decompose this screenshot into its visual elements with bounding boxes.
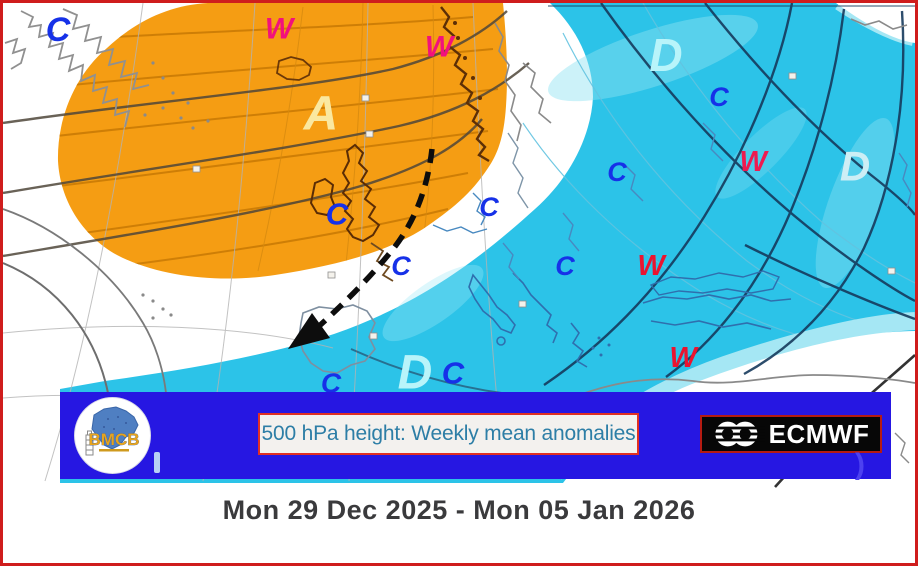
bmcb-logo: BMCB bbox=[74, 397, 151, 474]
anomaly-label-W: W bbox=[425, 31, 456, 64]
anomaly-label-A: A bbox=[303, 88, 339, 141]
coastlines bbox=[4, 6, 915, 464]
map-title-box: 500 hPa height: Weekly mean anomalies bbox=[258, 413, 639, 455]
anomaly-label-W: W bbox=[739, 146, 769, 178]
trajectory-arrow bbox=[288, 148, 435, 349]
anomaly-label-C: C bbox=[555, 251, 575, 281]
ecmwf-wordmark: ECMWF bbox=[768, 418, 870, 449]
anomaly-label-C: C bbox=[442, 356, 465, 391]
anomaly-label-W: W bbox=[669, 342, 699, 374]
banner-paren-glyph: ) bbox=[855, 448, 865, 481]
anomaly-label-W: W bbox=[265, 13, 296, 46]
anomaly-label-C: C bbox=[479, 192, 499, 222]
brazil-map-shape bbox=[91, 406, 139, 450]
map-title: 500 hPa height: Weekly mean anomalies bbox=[261, 422, 636, 445]
logo-tagline-bar bbox=[99, 449, 129, 452]
anomaly-label-C: C bbox=[709, 82, 729, 112]
ecmwf-knot-icon bbox=[712, 421, 765, 447]
banner-tick-mark bbox=[154, 452, 160, 473]
anomaly-label-D: D bbox=[649, 29, 682, 81]
anomaly-label-C: C bbox=[326, 197, 349, 232]
anomaly-label-C: C bbox=[321, 368, 342, 399]
arrowhead bbox=[288, 313, 330, 349]
anomaly-label-W: W bbox=[637, 250, 667, 282]
city-markers bbox=[192, 72, 896, 340]
lighthouse-icon bbox=[85, 430, 94, 456]
anomaly-label-D: D bbox=[840, 143, 870, 190]
height-contours-west bbox=[3, 10, 530, 394]
banner: BMCB 500 hPa height: Weekly mean anomali… bbox=[60, 392, 891, 481]
date-range: Mon 29 Dec 2025 - Mon 05 Jan 2026 bbox=[222, 495, 696, 525]
anomaly-label-C: C bbox=[46, 11, 71, 49]
anomaly-label-C: C bbox=[607, 157, 627, 187]
anomaly-label-C: C bbox=[391, 251, 411, 281]
anomaly-label-D: D bbox=[398, 347, 433, 400]
bmcb-logo-text: BMCB bbox=[89, 430, 140, 449]
ecmwf-logo: ECMWF bbox=[700, 415, 882, 453]
